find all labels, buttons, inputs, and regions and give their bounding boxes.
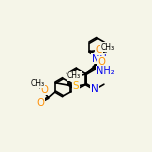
Text: N: N [91,84,99,94]
Text: CH₃: CH₃ [67,71,81,81]
Text: CH₃: CH₃ [101,43,115,52]
Text: CH₃: CH₃ [31,79,45,88]
Text: O: O [40,85,48,95]
Text: S: S [72,81,79,92]
Text: NH: NH [92,54,107,64]
Text: O: O [97,57,105,67]
Text: O: O [95,45,103,55]
Text: NH₂: NH₂ [96,66,115,76]
Text: O: O [37,98,45,108]
